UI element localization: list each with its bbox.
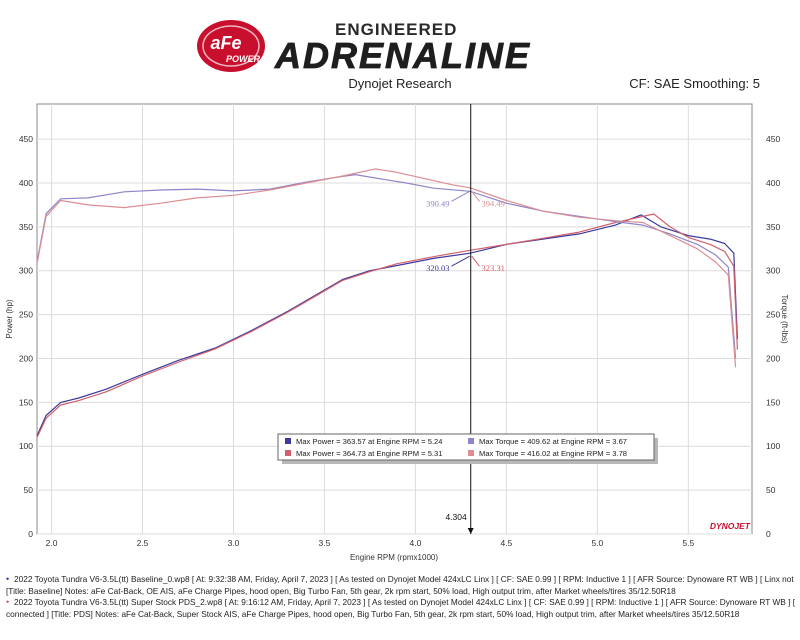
y-tick-label-left: 250	[19, 310, 33, 320]
y-tick-label-right: 200	[766, 353, 780, 363]
x-tick-label: 2.0	[46, 538, 58, 548]
cursor-series-value: 394.49	[481, 198, 504, 208]
x-tick-label: 3.5	[319, 538, 331, 548]
footer-line1: 2022 Toyota Tundra V6-3.5L(tt) Baseline_…	[14, 574, 796, 584]
x-tick-label: 3.0	[228, 538, 240, 548]
cursor-pointer	[451, 255, 470, 267]
dyno-chart: 2.0 2.5 3.0 3.5 4.0 4.5 5.0 5.5 0 0 50 50 100 100 150…	[5, 103, 789, 562]
y-axis-label-right: Torque (ft-lbs)	[780, 294, 789, 344]
y-tick-label-right: 450	[766, 134, 780, 144]
y-tick-label-right: 350	[766, 222, 780, 232]
x-tick-label: 2.5	[137, 538, 149, 548]
cursor-value-label: 4.304	[445, 512, 467, 522]
x-tick-label: 5.0	[591, 538, 603, 548]
cursor-value-labels: 390.49 394.49 320.03 323.31	[426, 190, 505, 273]
footer-run1: • 2022 Toyota Tundra V6-3.5L(tt) Baseline…	[6, 574, 796, 586]
y-tick-label-left: 200	[19, 353, 33, 363]
legend-swatch	[468, 450, 474, 456]
legend-entry: Max Torque = 416.02 at Engine RPM = 3.78	[479, 449, 627, 458]
cursor-series-value: 320.03	[426, 263, 449, 273]
cursor-series-value: 323.31	[481, 263, 504, 273]
y-tick-label-left: 0	[28, 529, 33, 539]
legend-entry: Max Power = 364.73 at Engine RPM = 5.31	[296, 449, 442, 458]
legend-swatch	[285, 438, 291, 444]
tagline-main: ADRENALINE	[274, 35, 531, 74]
y-tick-label-right: 50	[766, 485, 776, 495]
afe-adrenaline-logo: aFe POWER ENGINEERED ADRENALINE	[197, 20, 531, 74]
y-tick-label-right: 100	[766, 441, 780, 451]
legend: Max Power = 363.57 at Engine RPM = 5.24 …	[277, 433, 658, 464]
y-tick-label-right: 0	[766, 529, 771, 539]
series-line-test_torque	[36, 168, 737, 368]
series-line-baseline_torque	[36, 173, 737, 359]
y-axis-label-left: Power (hp)	[5, 299, 14, 338]
y-tick-label-left: 50	[24, 485, 34, 495]
footer-line3: 2022 Toyota Tundra V6-3.5L(tt) Super Sto…	[14, 597, 796, 608]
x-axis-ticks: 2.0 2.5 3.0 3.5 4.0 4.5 5.0 5.5	[46, 538, 695, 548]
footer-run2-notes: connected ] [Title: PDS] Notes: aFe Cat-…	[6, 609, 796, 621]
x-axis-label: Engine RPM (rpmx1000)	[350, 553, 438, 562]
footer-run2: • 2022 Toyota Tundra V6-3.5L(tt) Super St…	[6, 597, 796, 609]
afe-badge-text: aFe	[210, 33, 241, 53]
x-tick-label: 4.0	[410, 538, 422, 548]
legend-entry: Max Power = 363.57 at Engine RPM = 5.24	[296, 437, 442, 446]
cursor-arrow	[467, 528, 474, 534]
series-line-test_power	[36, 213, 738, 438]
y-tick-label-left: 150	[19, 397, 33, 407]
y-tick-label-right: 150	[766, 397, 780, 407]
cursor-pointer	[451, 190, 470, 202]
x-tick-label: 4.5	[500, 538, 512, 548]
y-tick-label-left: 350	[19, 222, 33, 232]
y-axis-ticks: 0 0 50 50 100 100 150 150 200 200 250 250 300 300 350 3…	[19, 134, 781, 539]
dynojet-watermark: DYNOJET	[710, 521, 751, 531]
tagline-top: ENGINEERED	[335, 20, 457, 39]
footer-run1-notes: [Title: Baseline] Notes: aFe Cat-Back, O…	[6, 586, 796, 598]
y-tick-label-right: 400	[766, 178, 780, 188]
cursor-series-value: 390.49	[426, 198, 449, 208]
legend-swatch	[468, 438, 474, 444]
plot-area	[36, 103, 753, 535]
run-info-footer: • 2022 Toyota Tundra V6-3.5L(tt) Baseline…	[6, 574, 796, 620]
y-tick-label-left: 450	[19, 134, 33, 144]
cf-smoothing-label: CF: SAE Smoothing: 5	[629, 76, 760, 91]
afe-badge-sub: POWER	[226, 54, 261, 64]
x-tick-label: 5.5	[682, 538, 694, 548]
y-tick-label-right: 300	[766, 266, 780, 276]
cursor-pointer	[471, 190, 480, 202]
footer-line4: connected ] [Title: PDS] Notes: aFe Cat-…	[6, 608, 740, 619]
y-tick-label-right: 250	[766, 310, 780, 320]
y-tick-label-left: 400	[19, 178, 33, 188]
series-lines	[36, 168, 738, 438]
legend-swatch	[285, 450, 291, 456]
chart-subtitle: Dynojet Research	[348, 76, 452, 91]
cursor-pointer	[471, 255, 480, 267]
footer-line2: [Title: Baseline] Notes: aFe Cat-Back, O…	[6, 585, 676, 596]
y-tick-label-left: 300	[19, 266, 33, 276]
legend-entry: Max Torque = 409.62 at Engine RPM = 3.67	[479, 437, 627, 446]
y-tick-label-left: 100	[19, 441, 33, 451]
afe-logo-badge	[197, 20, 265, 72]
